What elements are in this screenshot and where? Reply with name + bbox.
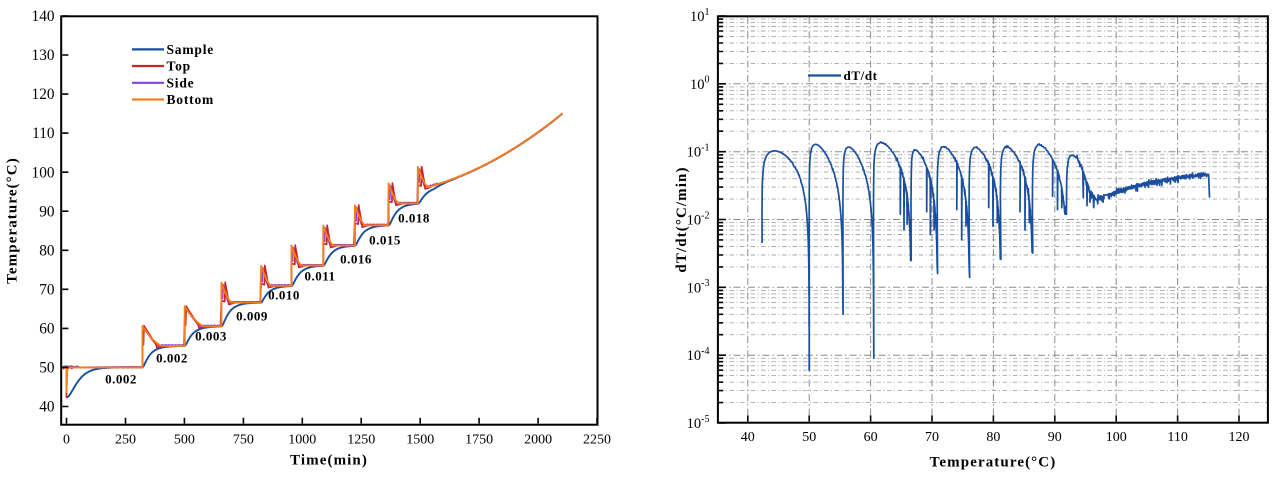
svg-text:100: 100: [32, 164, 55, 181]
svg-text:1000: 1000: [288, 433, 316, 448]
svg-text:90: 90: [39, 203, 55, 220]
svg-text:80: 80: [39, 242, 55, 259]
svg-text:Sample: Sample: [167, 42, 215, 57]
svg-text:40: 40: [39, 399, 55, 416]
svg-text:60: 60: [39, 321, 55, 338]
svg-text:70: 70: [925, 430, 939, 445]
svg-text:0.010: 0.010: [268, 287, 300, 302]
svg-text:1750: 1750: [465, 433, 493, 448]
svg-text:70: 70: [39, 281, 55, 298]
svg-text:120: 120: [32, 86, 55, 103]
svg-text:500: 500: [174, 433, 195, 448]
svg-text:130: 130: [32, 47, 55, 64]
svg-text:0: 0: [63, 433, 70, 448]
svg-text:90: 90: [1048, 430, 1062, 445]
svg-text:100: 100: [1106, 430, 1127, 445]
svg-text:Bottom: Bottom: [167, 92, 215, 107]
svg-text:0.015: 0.015: [369, 232, 401, 247]
svg-text:0.002: 0.002: [156, 350, 188, 365]
svg-text:110: 110: [32, 125, 55, 142]
svg-text:Top: Top: [167, 59, 191, 74]
svg-text:50: 50: [39, 360, 55, 377]
svg-text:0.011: 0.011: [304, 268, 335, 283]
svg-text:0.018: 0.018: [398, 210, 430, 225]
svg-text:Side: Side: [167, 75, 195, 90]
svg-text:Temperature(°C): Temperature(°C): [930, 455, 1057, 471]
svg-text:1250: 1250: [347, 433, 375, 448]
svg-text:dT/dt: dT/dt: [844, 68, 878, 83]
svg-text:Time(min): Time(min): [290, 453, 368, 469]
svg-text:250: 250: [115, 433, 136, 448]
svg-text:2250: 2250: [583, 433, 611, 448]
svg-text:40: 40: [741, 430, 755, 445]
svg-text:1500: 1500: [406, 433, 434, 448]
svg-text:50: 50: [802, 430, 816, 445]
svg-text:0.003: 0.003: [195, 328, 227, 343]
svg-text:Temperature(°C): Temperature(°C): [5, 157, 21, 284]
svg-text:60: 60: [864, 430, 878, 445]
svg-text:110: 110: [1167, 430, 1187, 445]
svg-text:80: 80: [986, 430, 1000, 445]
svg-text:2000: 2000: [524, 433, 552, 448]
svg-text:0.002: 0.002: [105, 371, 137, 386]
svg-text:0.009: 0.009: [236, 308, 268, 323]
svg-text:140: 140: [32, 8, 55, 25]
svg-text:120: 120: [1229, 430, 1250, 445]
svg-text:750: 750: [233, 433, 254, 448]
svg-text:dT/dt(°C/min): dT/dt(°C/min): [674, 166, 690, 272]
svg-text:0.016: 0.016: [340, 251, 372, 266]
